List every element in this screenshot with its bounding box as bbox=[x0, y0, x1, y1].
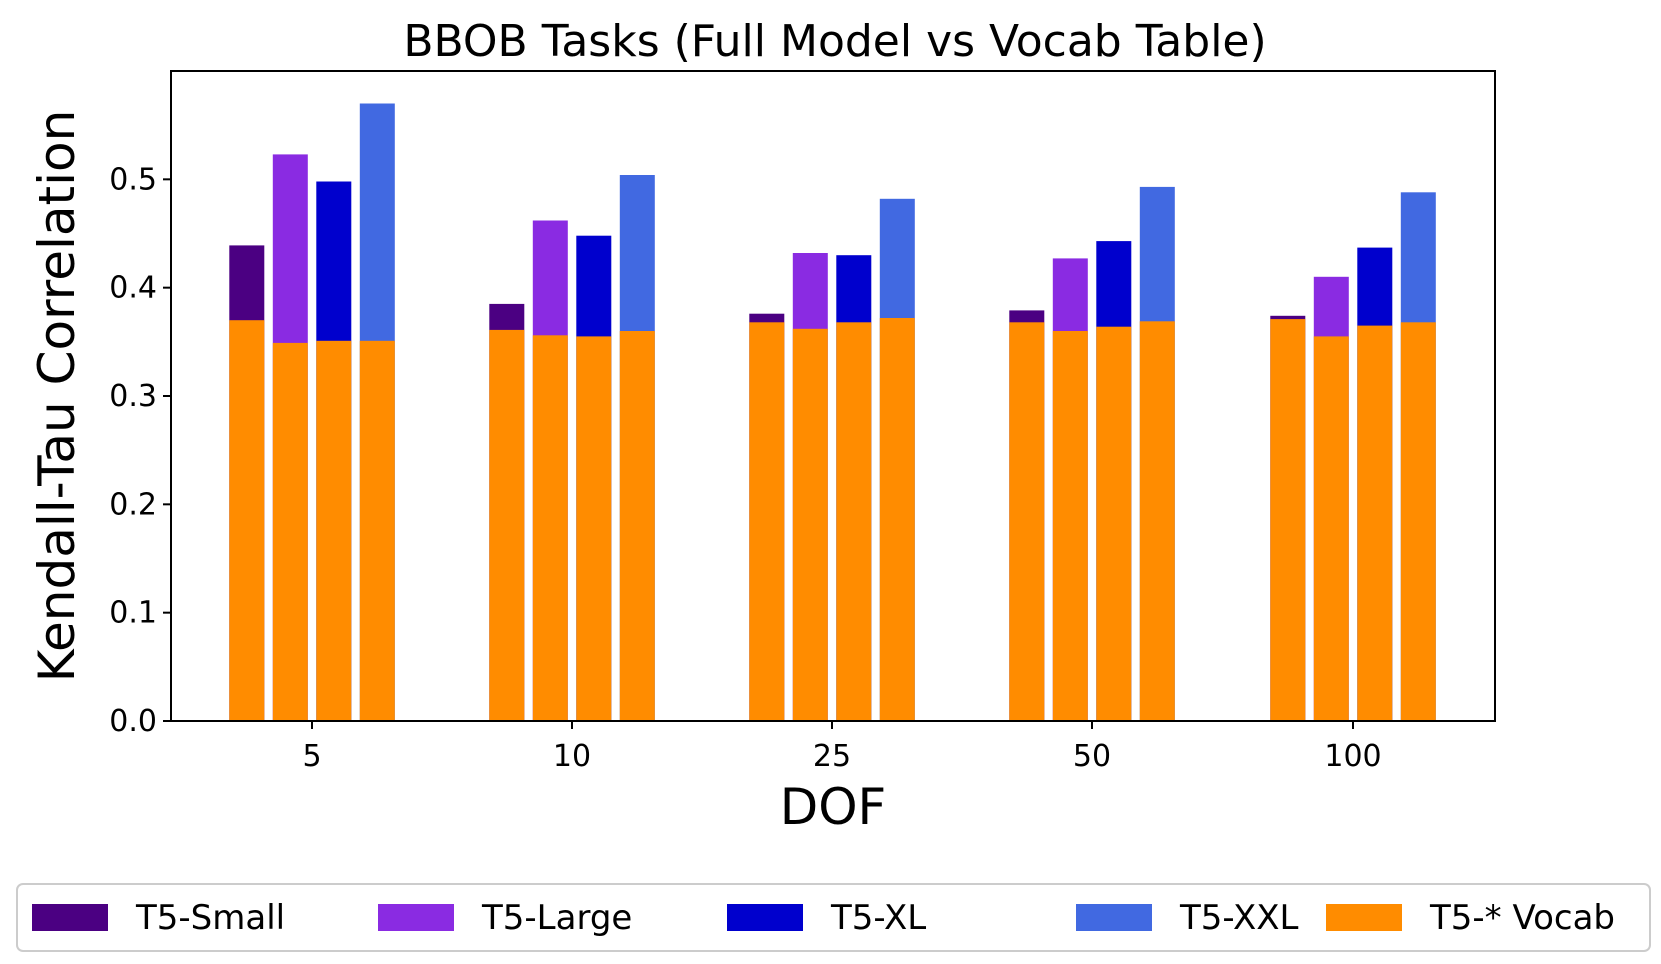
bar-vocab-t5-large-dof-100 bbox=[1313, 336, 1349, 721]
chart-title: BBOB Tasks (Full Model vs Vocab Table) bbox=[403, 16, 1266, 67]
y-tick-label: 0.0 bbox=[109, 704, 157, 739]
bar-vocab-t5-small-dof-25 bbox=[749, 322, 785, 721]
bar-vocab-t5-xxl-dof-100 bbox=[1400, 322, 1436, 721]
legend-swatch-t5-vocab bbox=[1326, 904, 1402, 931]
y-tick-label: 0.4 bbox=[109, 271, 157, 306]
bar-vocab-t5-xl-dof-50 bbox=[1096, 326, 1132, 721]
legend: T5-Small T5-Large T5-XL T5-XXL T5-* Vocab bbox=[16, 883, 1651, 952]
bar-vocab-t5-small-dof-50 bbox=[1009, 322, 1045, 721]
bars-layer bbox=[229, 103, 1436, 722]
x-tick-label: 50 bbox=[1073, 739, 1111, 774]
legend-swatch-t5-small bbox=[32, 904, 108, 931]
bar-vocab-t5-xxl-dof-10 bbox=[619, 331, 655, 721]
y-axis-label: Kendall-Tau Correlation bbox=[28, 110, 86, 683]
bar-vocab-t5-small-dof-5 bbox=[229, 320, 265, 721]
bar-vocab-t5-xl-dof-25 bbox=[836, 322, 872, 721]
x-tick-label: 10 bbox=[553, 739, 591, 774]
legend-swatch-t5-xl bbox=[727, 904, 803, 931]
bar-vocab-t5-xl-dof-100 bbox=[1357, 325, 1393, 721]
y-tick-label: 0.3 bbox=[109, 379, 157, 414]
bar-vocab-t5-large-dof-10 bbox=[532, 335, 568, 721]
legend-label-t5-xl: T5-XL bbox=[830, 898, 926, 938]
bar-vocab-t5-xl-dof-10 bbox=[576, 336, 612, 721]
legend-label-t5-xxl: T5-XXL bbox=[1179, 898, 1299, 938]
y-tick-label: 0.5 bbox=[109, 162, 157, 197]
bar-vocab-t5-large-dof-25 bbox=[792, 328, 828, 721]
bar-vocab-t5-small-dof-10 bbox=[489, 329, 525, 721]
y-tick-label: 0.1 bbox=[109, 596, 157, 631]
legend-label-t5-vocab: T5-* Vocab bbox=[1429, 898, 1615, 938]
legend-frame bbox=[16, 883, 1651, 952]
x-axis-label: DOF bbox=[780, 778, 887, 836]
legend-label-t5-small: T5-Small bbox=[135, 898, 285, 938]
bar-vocab-t5-xl-dof-5 bbox=[316, 340, 352, 722]
bar-vocab-t5-large-dof-50 bbox=[1052, 331, 1088, 721]
legend-swatch-t5-large bbox=[378, 904, 454, 931]
bar-vocab-t5-small-dof-100 bbox=[1270, 319, 1306, 721]
bar-vocab-t5-large-dof-5 bbox=[272, 342, 308, 721]
y-axis: 0.0 0.1 0.2 0.3 0.4 0.5 bbox=[109, 162, 171, 739]
bar-vocab-t5-xxl-dof-25 bbox=[879, 318, 915, 721]
legend-label-t5-large: T5-Large bbox=[481, 898, 632, 938]
bar-vocab-t5-xxl-dof-5 bbox=[359, 340, 395, 722]
x-tick-label: 25 bbox=[813, 739, 851, 774]
x-tick-label: 5 bbox=[302, 739, 321, 774]
x-axis: 5 10 25 50 100 bbox=[302, 721, 1382, 774]
y-tick-label: 0.2 bbox=[109, 487, 157, 522]
bar-vocab-t5-xxl-dof-50 bbox=[1139, 321, 1175, 722]
x-tick-label: 100 bbox=[1324, 739, 1381, 774]
legend-swatch-t5-xxl bbox=[1076, 904, 1152, 931]
